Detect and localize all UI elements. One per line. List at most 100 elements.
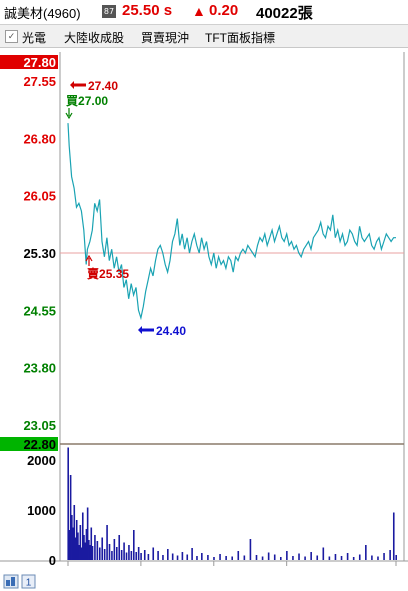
volume-bar — [77, 532, 79, 560]
low-marker: 24.40 — [138, 324, 186, 338]
volume-bar — [147, 554, 150, 560]
volume-bar — [96, 541, 99, 560]
time-tick-label: 12 — [279, 570, 293, 571]
volume-bar — [83, 535, 85, 560]
price-tick-label: 22.80 — [23, 437, 56, 452]
volume-tick-label: 0 — [49, 553, 56, 568]
volume-bar — [322, 547, 325, 560]
volume-bar — [392, 512, 395, 560]
volume-bar — [181, 552, 184, 560]
volume-bar — [74, 537, 77, 560]
volume-bar — [255, 555, 258, 560]
volume-bar — [225, 556, 227, 560]
page-number: 1 — [26, 578, 32, 589]
tag-day-trade[interactable]: 買賣現沖 — [141, 31, 190, 45]
volume-bar — [152, 547, 155, 560]
volume-bar — [125, 552, 128, 560]
price-suffix: s — [163, 2, 173, 19]
left-arrow-icon — [70, 81, 86, 89]
volume-bar — [71, 515, 73, 560]
time-tick-label: 9 — [64, 570, 71, 571]
volume-bar — [111, 551, 113, 560]
time-tick-label: 10 — [134, 570, 148, 571]
price-tick-label: 26.05 — [23, 189, 56, 204]
volume-bar — [334, 554, 337, 560]
volume-bar — [201, 553, 203, 560]
volume-bar — [84, 542, 87, 560]
sell-label: 賣 — [86, 266, 100, 281]
limit-down-badge — [0, 437, 58, 451]
volume-bar — [231, 556, 233, 560]
volume-bar — [395, 555, 397, 560]
volume-bar — [213, 557, 215, 560]
volume-bars — [67, 447, 397, 560]
volume-bar — [162, 555, 164, 560]
volume-bar — [358, 554, 361, 560]
volume-bar — [78, 545, 80, 560]
volume-bar — [261, 556, 264, 560]
volume-bar — [108, 544, 111, 560]
volume-bar — [91, 546, 94, 560]
volume-bar — [86, 507, 89, 560]
volume-bar — [69, 475, 72, 560]
volume-bar — [267, 552, 270, 560]
layout-icon[interactable] — [3, 574, 19, 589]
status-bar: 1 — [3, 574, 36, 589]
category-toolbar: ✓ 光電 大陸收成股 買賣現沖 TFT面板指標 — [0, 25, 408, 48]
volume-bar — [67, 447, 69, 560]
volume-bar — [103, 549, 106, 560]
volume-bar — [128, 545, 130, 560]
volume-bar — [298, 553, 300, 560]
down-arrow-icon — [65, 108, 73, 120]
volume-bar — [115, 547, 118, 560]
left-arrow-icon — [138, 326, 154, 334]
buy-price-label: 27.00 — [78, 94, 108, 108]
volume-bar — [191, 548, 193, 560]
volume-bar — [171, 553, 174, 560]
volume-bar — [73, 505, 76, 560]
volume-bar — [176, 555, 179, 560]
volume-bar — [273, 554, 276, 560]
volume-bar — [237, 551, 240, 560]
time-tick-label: 11 — [207, 570, 221, 571]
volume-bar — [352, 557, 355, 560]
volume-bar — [157, 551, 159, 560]
volume-bar — [68, 530, 71, 560]
chart-frame — [0, 52, 408, 562]
volume-bar — [286, 551, 288, 560]
volume-bar — [79, 525, 82, 560]
tag-tft-panel[interactable]: TFT面板指標 — [205, 31, 275, 45]
page-number-box[interactable]: 1 — [21, 574, 36, 589]
volume-bar — [130, 551, 133, 560]
volume-bar — [135, 552, 138, 560]
svg-text:賣25.35: 賣25.35 — [86, 266, 129, 281]
volume-bar — [279, 557, 282, 560]
price-line — [67, 123, 396, 321]
sell-price-label: 25.35 — [99, 267, 129, 281]
volume-bar — [383, 553, 385, 560]
price-change: 0.20 — [209, 2, 239, 19]
check-icon[interactable]: ✓ — [5, 30, 18, 43]
volume-bar — [94, 535, 96, 560]
volume-bar — [328, 556, 331, 560]
low-price-label: 24.40 — [156, 324, 186, 338]
intraday-chart[interactable]: 27.80 27.55 26.80 26.05 25.30 24.55 23.80 23.05… — [0, 48, 408, 571]
volume-bar — [101, 537, 104, 560]
volume-bar — [310, 552, 312, 560]
tag-optoelectronics[interactable]: 光電 — [22, 31, 47, 45]
volume-axis: 2000 1000 0 — [27, 453, 56, 568]
price-tick-label: 24.55 — [23, 303, 56, 318]
price-axis: 27.80 27.55 26.80 26.05 25.30 24.55 23.80 23.05… — [0, 55, 404, 452]
stock-name[interactable]: 誠美材(4960) — [4, 6, 81, 21]
volume-bar — [88, 540, 90, 560]
tag-china-stocks[interactable]: 大陸收成股 — [64, 31, 125, 45]
volume-bar — [89, 545, 91, 560]
volume-bar — [249, 539, 252, 560]
last-price: 25.50 s — [122, 2, 172, 19]
volume-bar — [304, 556, 306, 560]
volume-tick-label: 2000 — [27, 453, 56, 468]
last-price-value: 25.50 — [122, 2, 160, 19]
volume-bar — [72, 527, 74, 560]
sell-marker: 賣25.35 — [85, 254, 129, 281]
price-tick-label: 26.80 — [23, 131, 56, 146]
